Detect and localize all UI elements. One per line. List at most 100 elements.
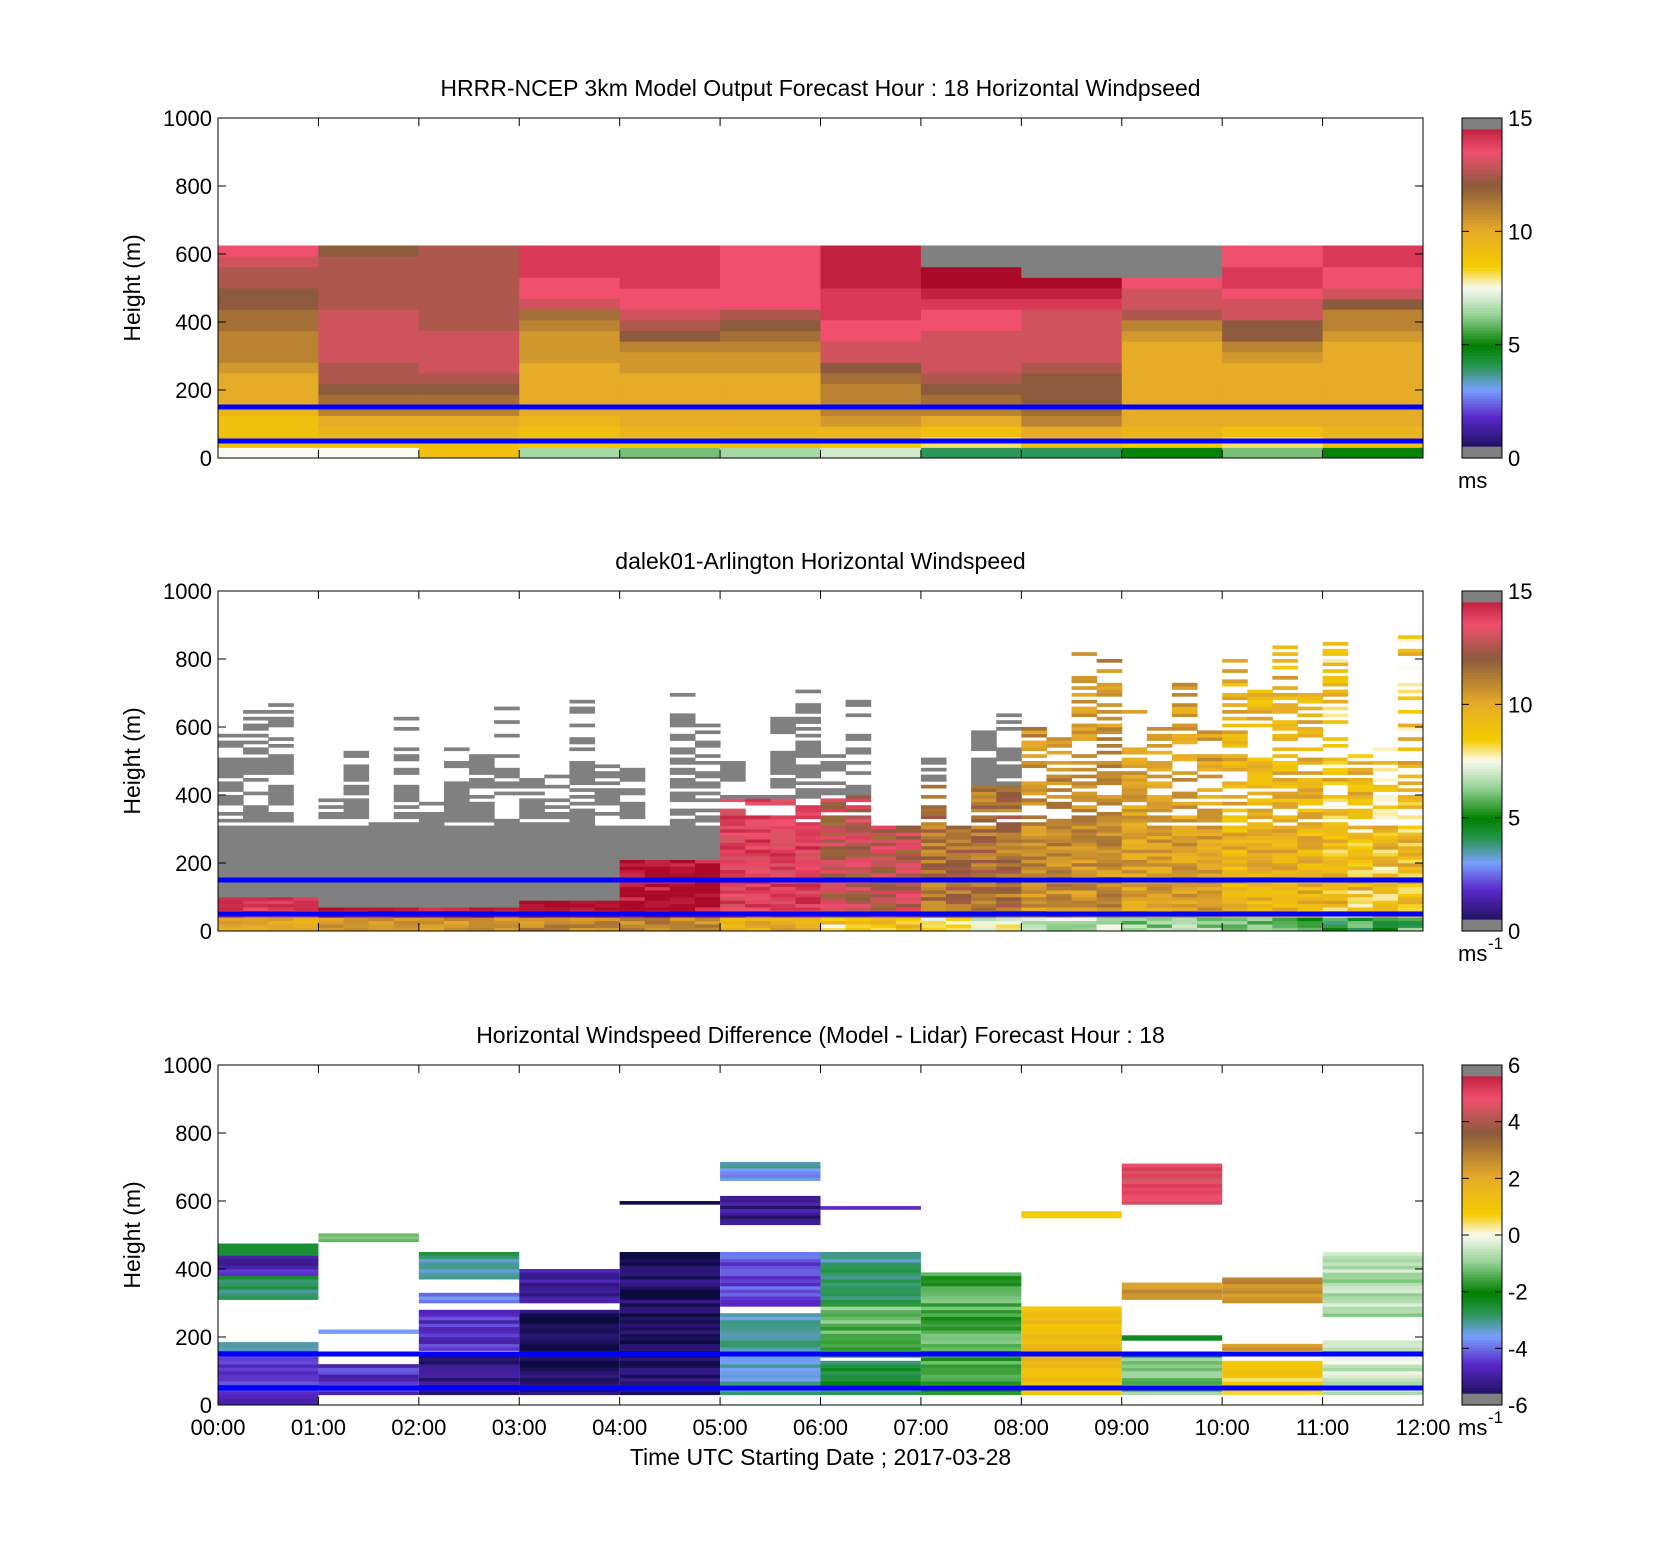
heatmap-cell bbox=[218, 447, 319, 458]
heatmap-cell bbox=[644, 886, 671, 891]
heatmap-cell bbox=[1071, 863, 1098, 867]
heatmap-cell bbox=[996, 815, 1022, 820]
heatmap-cell bbox=[393, 866, 420, 871]
heatmap-cell bbox=[519, 1282, 620, 1287]
heatmap-cell bbox=[1146, 859, 1173, 864]
heatmap-cell bbox=[569, 849, 596, 854]
heatmap-cell bbox=[1222, 900, 1248, 905]
heatmap-cell bbox=[393, 903, 420, 908]
chart-title: Horizontal Windspeed Difference (Model -… bbox=[476, 1022, 1165, 1048]
colorbar-swatch bbox=[1462, 919, 1502, 924]
colorbar-swatch bbox=[1462, 1130, 1502, 1134]
heatmap-cell bbox=[1372, 761, 1399, 765]
heatmap-cell bbox=[1247, 791, 1273, 796]
heatmap-cell bbox=[745, 927, 771, 931]
heatmap-cell bbox=[1397, 893, 1423, 898]
heatmap-cell bbox=[1322, 689, 1349, 694]
heatmap-cell bbox=[1322, 652, 1349, 656]
heatmap-cell bbox=[469, 859, 495, 864]
heatmap-cell bbox=[619, 373, 721, 385]
heatmap-cell bbox=[720, 288, 821, 300]
colorbar-swatch bbox=[1462, 871, 1502, 875]
heatmap-cell bbox=[644, 846, 671, 850]
heatmap-cell bbox=[1071, 924, 1098, 928]
heatmap-cell bbox=[1197, 788, 1223, 792]
heatmap-cell bbox=[1171, 924, 1198, 928]
heatmap-cell bbox=[443, 805, 470, 809]
heatmap-cell bbox=[971, 791, 997, 796]
heatmap-cell bbox=[720, 927, 746, 931]
heatmap-cell bbox=[494, 829, 520, 833]
heatmap-cell bbox=[1071, 846, 1098, 850]
heatmap-cell bbox=[770, 886, 796, 891]
heatmap-cell bbox=[1071, 737, 1098, 741]
heatmap-cell bbox=[218, 341, 319, 353]
heatmap-cell bbox=[820, 767, 847, 772]
heatmap-cell bbox=[418, 903, 445, 908]
heatmap-cell bbox=[1121, 1364, 1223, 1368]
colorbar-swatch bbox=[1462, 254, 1502, 258]
heatmap-cell bbox=[569, 829, 596, 833]
heatmap-cell bbox=[243, 750, 269, 755]
heatmap-cell bbox=[1071, 693, 1098, 697]
heatmap-cell bbox=[268, 801, 294, 806]
heatmap-cell bbox=[946, 863, 972, 867]
heatmap-cell bbox=[619, 866, 646, 871]
heatmap-cell bbox=[368, 863, 395, 867]
heatmap-cell bbox=[619, 1330, 721, 1334]
colorbar-swatch bbox=[1462, 650, 1502, 654]
heatmap-cell bbox=[1021, 781, 1047, 786]
heatmap-cell bbox=[1096, 849, 1123, 854]
heatmap-cell bbox=[745, 907, 771, 911]
heatmap-cell bbox=[720, 1333, 821, 1338]
colorbar-swatch bbox=[1462, 848, 1502, 853]
heatmap-cell bbox=[745, 859, 771, 864]
heatmap-cell bbox=[845, 713, 872, 718]
heatmap-cell bbox=[1222, 757, 1248, 762]
heatmap-cell bbox=[1222, 764, 1248, 769]
heatmap-cell bbox=[1146, 869, 1173, 874]
heatmap-cell bbox=[895, 852, 922, 857]
heatmap-cell bbox=[469, 893, 495, 898]
colorbar-tick-label: 10 bbox=[1508, 692, 1532, 717]
heatmap-cell bbox=[318, 897, 345, 901]
heatmap-cell bbox=[343, 897, 370, 901]
heatmap-cell bbox=[644, 883, 671, 888]
heatmap-cell bbox=[1272, 900, 1298, 905]
heatmap-cell bbox=[770, 883, 796, 888]
chart-title: dalek01-Arlington Horizontal Windspeed bbox=[615, 548, 1025, 574]
heatmap-cell bbox=[870, 893, 897, 898]
heatmap-cell bbox=[870, 825, 897, 830]
heatmap-cell bbox=[694, 829, 721, 833]
heatmap-cell bbox=[469, 924, 495, 928]
heatmap-cell bbox=[895, 856, 922, 860]
heatmap-cell bbox=[1121, 920, 1148, 925]
heatmap-cell bbox=[218, 1381, 319, 1385]
heatmap-cell bbox=[820, 849, 847, 854]
heatmap-cell bbox=[1171, 757, 1198, 762]
heatmap-cell bbox=[971, 835, 997, 840]
heatmap-cell bbox=[1322, 1258, 1423, 1263]
heatmap-cell bbox=[720, 1272, 821, 1277]
colorbar-swatch bbox=[1462, 1396, 1502, 1400]
heatmap-cell bbox=[1347, 900, 1374, 905]
heatmap-cell bbox=[946, 897, 972, 901]
heatmap-cell bbox=[1397, 839, 1423, 843]
heatmap-cell bbox=[971, 805, 997, 809]
heatmap-cell bbox=[1297, 727, 1324, 731]
heatmap-cell bbox=[1021, 1326, 1122, 1331]
colorbar-swatch bbox=[1462, 1376, 1502, 1381]
heatmap-cell bbox=[418, 1347, 520, 1351]
heatmap-cell bbox=[1021, 886, 1047, 891]
heatmap-cell bbox=[569, 920, 596, 925]
colorbar-swatch bbox=[1462, 863, 1502, 867]
heatmap-cell bbox=[1297, 863, 1324, 867]
heatmap-cell bbox=[494, 832, 520, 837]
heatmap-cell bbox=[218, 1272, 319, 1277]
heatmap-cell bbox=[1071, 873, 1098, 877]
colorbar-swatch bbox=[1462, 1237, 1502, 1242]
heatmap-cell bbox=[720, 1262, 821, 1266]
heatmap-cell bbox=[1021, 788, 1047, 792]
heatmap-cell bbox=[318, 1367, 419, 1372]
colorbar-frame bbox=[1461, 590, 1503, 932]
